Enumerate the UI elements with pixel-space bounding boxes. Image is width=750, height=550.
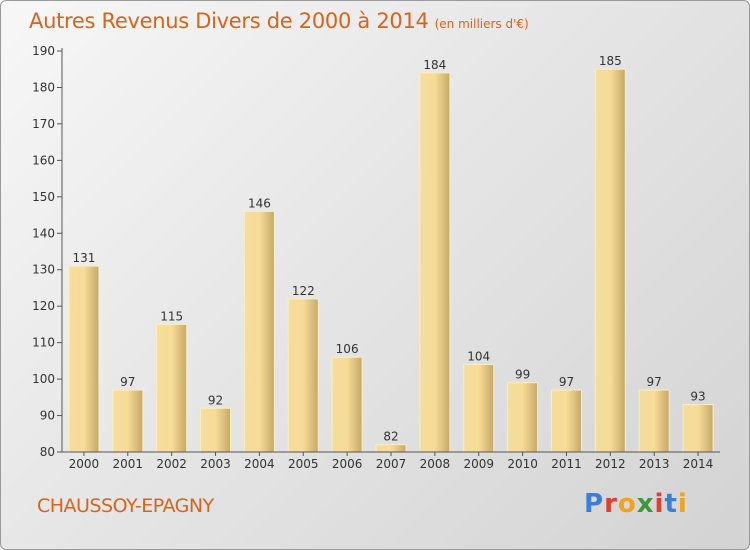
y-tick-label: 150 <box>32 190 55 204</box>
y-tick-label: 90 <box>40 409 55 423</box>
logo-letter: i <box>677 489 688 519</box>
y-tick-label: 130 <box>32 263 55 277</box>
x-tick-label: 2013 <box>639 457 670 471</box>
bar <box>507 382 539 453</box>
bar-value-label: 185 <box>599 54 622 68</box>
bar-value-label: 97 <box>120 375 135 389</box>
bar <box>287 298 319 453</box>
logo-letter: r <box>604 489 618 519</box>
x-tick-label: 2009 <box>463 457 494 471</box>
bar-value-label: 92 <box>208 393 223 407</box>
bar-value-label: 122 <box>292 284 315 298</box>
x-tick-label: 2008 <box>420 457 451 471</box>
bar <box>550 389 582 453</box>
bar <box>243 210 275 453</box>
bar <box>112 389 144 453</box>
bar <box>638 389 670 453</box>
logo-letter: x <box>636 489 655 519</box>
bar <box>331 356 363 453</box>
bar <box>419 72 451 453</box>
bar-value-label: 99 <box>515 368 530 382</box>
bar <box>682 404 714 453</box>
bar <box>200 407 232 453</box>
logo-letter: i <box>654 489 665 519</box>
x-tick-label: 2000 <box>69 457 100 471</box>
x-tick-label: 2012 <box>595 457 626 471</box>
bar-value-label: 104 <box>467 350 490 364</box>
y-tick-label: 140 <box>32 226 55 240</box>
bar-value-label: 131 <box>72 251 95 265</box>
bar-value-label: 146 <box>248 196 271 210</box>
bar-value-label: 82 <box>383 430 398 444</box>
bar-value-label: 106 <box>336 342 359 356</box>
bar <box>156 323 188 453</box>
y-tick-label: 170 <box>32 117 55 131</box>
x-tick-label: 2014 <box>683 457 714 471</box>
bar <box>375 444 407 453</box>
bar-value-label: 115 <box>160 309 183 323</box>
logo-letter: o <box>617 489 637 519</box>
chart-title-block: Autres Revenus Divers de 2000 à 2014 (en … <box>29 9 529 33</box>
bar-value-label: 97 <box>559 375 574 389</box>
x-tick-label: 2007 <box>376 457 407 471</box>
bar-value-label: 184 <box>423 58 446 72</box>
x-tick-label: 2002 <box>156 457 187 471</box>
x-tick-label: 2004 <box>244 457 275 471</box>
x-tick-label: 2010 <box>507 457 538 471</box>
bar <box>68 265 100 453</box>
bar <box>463 364 495 453</box>
logo-letter: t <box>664 489 678 519</box>
proxiti-logo: Proxiti <box>584 489 688 519</box>
y-tick-label: 120 <box>32 299 55 313</box>
city-name: CHAUSSOY-EPAGNY <box>37 495 214 517</box>
x-tick-label: 2005 <box>288 457 319 471</box>
bar-value-label: 93 <box>690 390 705 404</box>
y-tick-label: 180 <box>32 80 55 94</box>
bar-value-label: 97 <box>647 375 662 389</box>
y-tick-label: 190 <box>32 44 55 58</box>
y-tick-label: 100 <box>32 372 55 386</box>
chart-unit: (en milliers d'€) <box>434 17 529 31</box>
y-tick-label: 160 <box>32 153 55 167</box>
y-tick-label: 80 <box>40 445 55 459</box>
chart-title: Autres Revenus Divers de 2000 à 2014 <box>29 9 429 33</box>
logo-letter: P <box>584 489 605 519</box>
y-tick-label: 110 <box>32 336 55 350</box>
x-tick-label: 2003 <box>200 457 231 471</box>
x-tick-label: 2006 <box>332 457 363 471</box>
x-tick-label: 2001 <box>113 457 144 471</box>
x-tick-label: 2011 <box>551 457 582 471</box>
bar <box>594 68 626 453</box>
